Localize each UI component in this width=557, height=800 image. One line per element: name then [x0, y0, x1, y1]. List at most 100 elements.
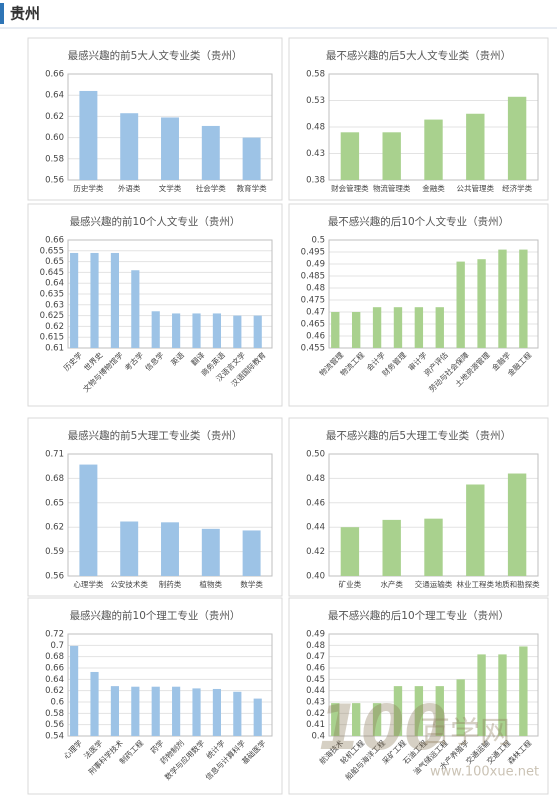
y-tick-label: 0.58: [306, 70, 325, 80]
bar: [477, 259, 486, 348]
y-tick-label: 0.64: [45, 675, 64, 685]
x-tick-label: 植物类: [200, 579, 223, 589]
y-tick-label: 0.66: [45, 70, 64, 80]
y-tick-label: 0.64: [45, 91, 64, 101]
y-tick-label: 0.42: [306, 709, 325, 719]
x-tick-label: 地质和勘探类: [495, 579, 540, 589]
bar: [498, 654, 507, 736]
y-tick-label: 0.44: [306, 686, 325, 696]
y-tick-label: 0.4: [311, 732, 325, 742]
x-tick-label: 公共管理类: [457, 183, 495, 193]
x-tick-label: 公安技术类: [110, 579, 148, 589]
y-tick-label: 0.53: [306, 96, 325, 106]
bar: [253, 698, 262, 736]
plot-frame: [328, 239, 539, 349]
y-tick-label: 0.615: [40, 333, 64, 343]
y-tick-label: 0.43: [306, 698, 325, 708]
watermark-logo: 100: [318, 691, 447, 764]
chart-title: 最不感兴趣的后5大理工专业类（贵州）: [326, 429, 511, 442]
chart-panel: [288, 417, 549, 597]
y-tick-label: 0.475: [301, 296, 325, 306]
chart-title: 最感兴趣的前5大理工专业类（贵州）: [68, 429, 243, 442]
bar: [192, 688, 201, 736]
y-tick-label: 0.495: [301, 248, 325, 258]
bar: [382, 519, 401, 576]
bar: [90, 252, 99, 348]
x-tick-label: 心理学类: [73, 579, 103, 589]
y-tick-label: 0.46: [306, 332, 325, 342]
bar: [172, 686, 181, 736]
bar: [110, 686, 119, 736]
bar: [242, 137, 261, 180]
plot-frame: [328, 633, 539, 737]
bar: [466, 484, 485, 576]
bar: [340, 527, 360, 576]
bar: [212, 688, 221, 736]
y-tick-label: 0.72: [45, 630, 64, 640]
chart-title: 最感兴趣的前10个人文专业（贵州）: [70, 215, 241, 228]
x-tick-label: 林业工程类: [457, 579, 495, 589]
x-tick-label: 文学类: [159, 183, 182, 193]
plot-frame: [67, 633, 273, 737]
x-tick-label: 矿业类: [339, 579, 362, 589]
bar: [161, 117, 179, 180]
x-tick-label: 经济学类: [502, 183, 532, 193]
chart-panel: [27, 417, 283, 597]
x-tick-label: 社会学类: [196, 183, 226, 193]
y-tick-label: 0.60: [45, 133, 64, 143]
y-tick-label: 0.48: [306, 123, 325, 133]
y-tick-label: 0.645: [40, 268, 64, 278]
bar: [435, 307, 444, 348]
bar: [233, 315, 242, 348]
chart-title: 最不感兴趣的后10个人文专业（贵州）: [328, 215, 509, 228]
y-tick-label: 0.44: [306, 523, 325, 533]
y-tick-label: 0.42: [306, 547, 325, 557]
y-tick-label: 0.48: [306, 284, 325, 294]
y-tick-label: 0.64: [45, 279, 64, 289]
bar: [79, 90, 98, 180]
bar: [519, 646, 528, 736]
bar: [372, 307, 382, 348]
y-tick-label: 0.465: [301, 320, 325, 330]
bar: [424, 518, 443, 576]
y-tick-label: 0.65: [45, 498, 64, 508]
bar: [331, 703, 340, 736]
chart-title: 最感兴趣的前10个理工专业（贵州）: [70, 609, 241, 622]
bar: [151, 311, 160, 348]
x-tick-label: 教育学类: [237, 183, 267, 193]
bar: [201, 528, 220, 576]
bar: [70, 645, 79, 736]
bar: [424, 119, 443, 180]
y-tick-label: 0.56: [45, 572, 64, 582]
x-tick-label: 交通运输类: [415, 579, 453, 589]
bar: [192, 313, 201, 348]
bar: [90, 671, 99, 736]
bar: [382, 132, 401, 180]
y-tick-label: 0.50: [306, 450, 325, 460]
y-tick-label: 0.48: [306, 474, 325, 484]
header-marker: [0, 3, 4, 24]
y-tick-label: 0.68: [45, 474, 64, 484]
y-tick-label: 0.7: [50, 641, 64, 651]
y-tick-label: 0.43: [306, 149, 325, 159]
bar: [253, 315, 262, 348]
bar: [351, 312, 361, 348]
y-tick-label: 0.38: [306, 176, 325, 186]
y-tick-label: 0.655: [40, 246, 64, 256]
bar: [498, 249, 507, 348]
y-tick-label: 0.455: [301, 344, 325, 354]
y-tick-label: 0.54: [45, 732, 64, 742]
y-tick-label: 0.71: [45, 450, 64, 460]
bar: [70, 252, 79, 348]
bar: [351, 703, 361, 736]
y-tick-label: 0.61: [45, 344, 64, 354]
bar: [519, 249, 528, 348]
bar: [331, 312, 340, 348]
bar: [466, 113, 485, 180]
y-tick-label: 0.6: [50, 698, 64, 708]
y-tick-label: 0.59: [45, 547, 64, 557]
bar: [507, 473, 527, 576]
bar: [507, 96, 527, 180]
y-tick-label: 0.40: [306, 572, 325, 582]
